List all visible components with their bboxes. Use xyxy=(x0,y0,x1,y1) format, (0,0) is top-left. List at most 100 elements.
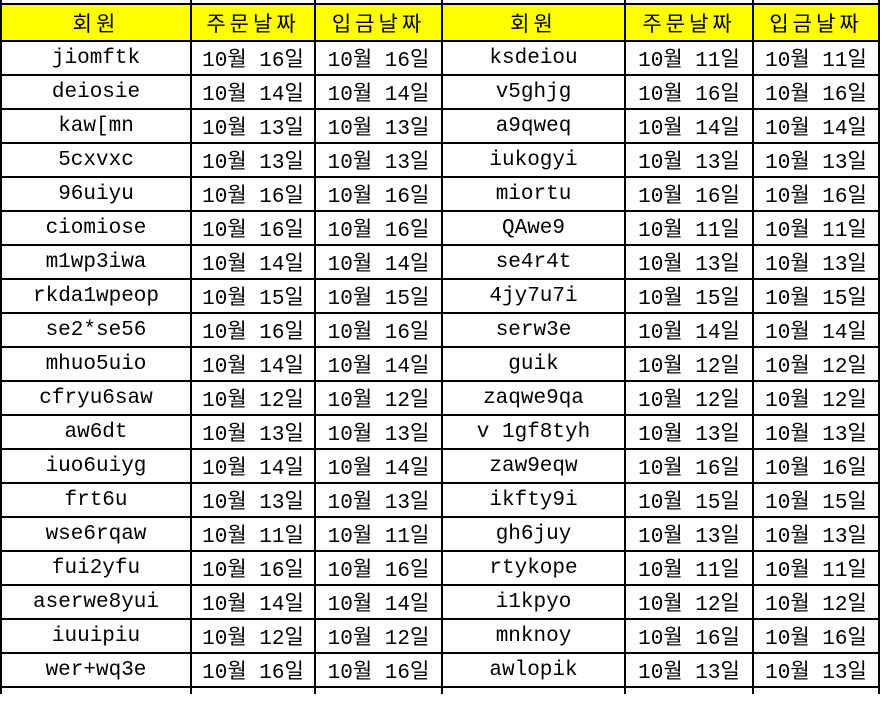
deposit-date-cell[interactable]: 10월 16일 xyxy=(314,652,443,688)
deposit-date-cell[interactable]: 10월 16일 xyxy=(314,550,443,586)
order-date-cell[interactable]: 10월 11일 xyxy=(624,210,754,246)
header-member-left[interactable]: 회원 xyxy=(0,3,192,42)
member-cell[interactable]: ciomiose xyxy=(0,210,192,246)
member-cell[interactable]: se4r4t xyxy=(441,244,626,280)
deposit-date-cell[interactable]: 10월 15일 xyxy=(752,278,880,314)
order-date-cell[interactable]: 10월 16일 xyxy=(624,618,754,654)
order-date-cell[interactable]: 10월 16일 xyxy=(190,550,316,586)
member-cell[interactable]: cfryu6saw xyxy=(0,380,192,416)
order-date-cell[interactable]: 10월 12일 xyxy=(624,380,754,416)
deposit-date-cell[interactable]: 10월 13일 xyxy=(752,652,880,688)
deposit-date-cell[interactable]: 10월 14일 xyxy=(314,346,443,382)
order-date-cell[interactable]: 10월 16일 xyxy=(190,312,316,348)
member-cell[interactable]: deiosie xyxy=(0,74,192,110)
member-cell[interactable]: a9qweq xyxy=(441,108,626,144)
deposit-date-cell[interactable]: 10월 11일 xyxy=(752,210,880,246)
member-cell[interactable]: zaqwe9qa xyxy=(441,380,626,416)
deposit-date-cell[interactable]: 10월 12일 xyxy=(314,380,443,416)
member-cell[interactable]: 5cxvxc xyxy=(0,142,192,178)
deposit-date-cell[interactable]: 10월 16일 xyxy=(752,448,880,484)
order-date-cell[interactable]: 10월 13일 xyxy=(190,108,316,144)
deposit-date-cell[interactable]: 10월 16일 xyxy=(314,176,443,212)
member-cell[interactable]: gh6juy xyxy=(441,516,626,552)
deposit-date-cell[interactable]: 10월 14일 xyxy=(314,448,443,484)
order-date-cell[interactable]: 10월 11일 xyxy=(190,516,316,552)
deposit-date-cell[interactable]: 10월 13일 xyxy=(752,244,880,280)
deposit-date-cell[interactable]: 10월 16일 xyxy=(314,210,443,246)
order-date-cell[interactable]: 10월 11일 xyxy=(624,550,754,586)
order-date-cell[interactable]: 10월 13일 xyxy=(624,414,754,450)
member-cell[interactable]: kaw[mn xyxy=(0,108,192,144)
member-cell[interactable]: v 1gf8tyh xyxy=(441,414,626,450)
order-date-cell[interactable]: 10월 15일 xyxy=(190,278,316,314)
member-cell[interactable]: iukogyi xyxy=(441,142,626,178)
deposit-date-cell[interactable]: 10월 11일 xyxy=(314,516,443,552)
member-cell[interactable]: ikfty9i xyxy=(441,482,626,518)
order-date-cell[interactable]: 10월 16일 xyxy=(190,652,316,688)
order-date-cell[interactable]: 10월 14일 xyxy=(190,448,316,484)
header-order-date-left[interactable]: 주문날짜 xyxy=(190,3,316,42)
member-cell[interactable]: v5ghjg xyxy=(441,74,626,110)
order-date-cell[interactable]: 10월 13일 xyxy=(624,244,754,280)
order-date-cell[interactable]: 10월 14일 xyxy=(190,584,316,620)
deposit-date-cell[interactable]: 10월 12일 xyxy=(752,346,880,382)
member-cell[interactable]: m1wp3iwa xyxy=(0,244,192,280)
deposit-date-cell[interactable]: 10월 13일 xyxy=(752,414,880,450)
deposit-date-cell[interactable]: 10월 12일 xyxy=(752,380,880,416)
order-date-cell[interactable]: 10월 14일 xyxy=(190,244,316,280)
member-cell[interactable]: iuo6uiyg xyxy=(0,448,192,484)
member-cell[interactable]: se2*se56 xyxy=(0,312,192,348)
member-cell[interactable]: mhuo5uio xyxy=(0,346,192,382)
order-date-cell[interactable]: 10월 14일 xyxy=(190,74,316,110)
deposit-date-cell[interactable]: 10월 14일 xyxy=(314,244,443,280)
member-cell[interactable]: zaw9eqw xyxy=(441,448,626,484)
member-cell[interactable]: rtykope xyxy=(441,550,626,586)
order-date-cell[interactable]: 10월 16일 xyxy=(190,210,316,246)
order-date-cell[interactable]: 10월 12일 xyxy=(190,618,316,654)
deposit-date-cell[interactable]: 10월 14일 xyxy=(314,584,443,620)
deposit-date-cell[interactable]: 10월 13일 xyxy=(752,142,880,178)
member-cell[interactable]: guik xyxy=(441,346,626,382)
deposit-date-cell[interactable]: 10월 16일 xyxy=(752,176,880,212)
deposit-date-cell[interactable]: 10월 15일 xyxy=(752,482,880,518)
order-date-cell[interactable]: 10월 13일 xyxy=(624,142,754,178)
order-date-cell[interactable]: 10월 12일 xyxy=(624,584,754,620)
order-date-cell[interactable]: 10월 15일 xyxy=(624,482,754,518)
order-date-cell[interactable]: 10월 11일 xyxy=(624,40,754,76)
member-cell[interactable]: ksdeiou xyxy=(441,40,626,76)
member-cell[interactable]: i1kpyo xyxy=(441,584,626,620)
member-cell[interactable]: aserwe8yui xyxy=(0,584,192,620)
order-date-cell[interactable]: 10월 13일 xyxy=(190,142,316,178)
member-cell[interactable]: awlopik xyxy=(441,652,626,688)
deposit-date-cell[interactable]: 10월 14일 xyxy=(314,74,443,110)
deposit-date-cell[interactable]: 10월 12일 xyxy=(752,584,880,620)
deposit-date-cell[interactable]: 10월 13일 xyxy=(314,482,443,518)
header-deposit-date-left[interactable]: 입금날짜 xyxy=(314,3,443,42)
order-date-cell[interactable]: 10월 13일 xyxy=(190,482,316,518)
header-member-right[interactable]: 회원 xyxy=(441,3,626,42)
member-cell[interactable]: fui2yfu xyxy=(0,550,192,586)
deposit-date-cell[interactable]: 10월 16일 xyxy=(314,312,443,348)
order-date-cell[interactable]: 10월 13일 xyxy=(624,652,754,688)
order-date-cell[interactable]: 10월 16일 xyxy=(190,40,316,76)
member-cell[interactable]: miortu xyxy=(441,176,626,212)
deposit-date-cell[interactable]: 10월 12일 xyxy=(314,618,443,654)
member-cell[interactable]: QAwe9 xyxy=(441,210,626,246)
order-date-cell[interactable]: 10월 16일 xyxy=(624,74,754,110)
order-date-cell[interactable]: 10월 16일 xyxy=(190,176,316,212)
order-date-cell[interactable]: 10월 14일 xyxy=(190,346,316,382)
header-order-date-right[interactable]: 주문날짜 xyxy=(624,3,754,42)
deposit-date-cell[interactable]: 10월 13일 xyxy=(314,414,443,450)
member-cell[interactable]: 4jy7u7i xyxy=(441,278,626,314)
order-date-cell[interactable]: 10월 16일 xyxy=(624,448,754,484)
deposit-date-cell[interactable]: 10월 15일 xyxy=(314,278,443,314)
member-cell[interactable]: jiomftk xyxy=(0,40,192,76)
deposit-date-cell[interactable]: 10월 16일 xyxy=(752,74,880,110)
member-cell[interactable]: iuuipiu xyxy=(0,618,192,654)
deposit-date-cell[interactable]: 10월 16일 xyxy=(314,40,443,76)
order-date-cell[interactable]: 10월 12일 xyxy=(624,346,754,382)
deposit-date-cell[interactable]: 10월 11일 xyxy=(752,550,880,586)
deposit-date-cell[interactable]: 10월 13일 xyxy=(314,142,443,178)
order-date-cell[interactable]: 10월 13일 xyxy=(190,414,316,450)
order-date-cell[interactable]: 10월 14일 xyxy=(624,312,754,348)
